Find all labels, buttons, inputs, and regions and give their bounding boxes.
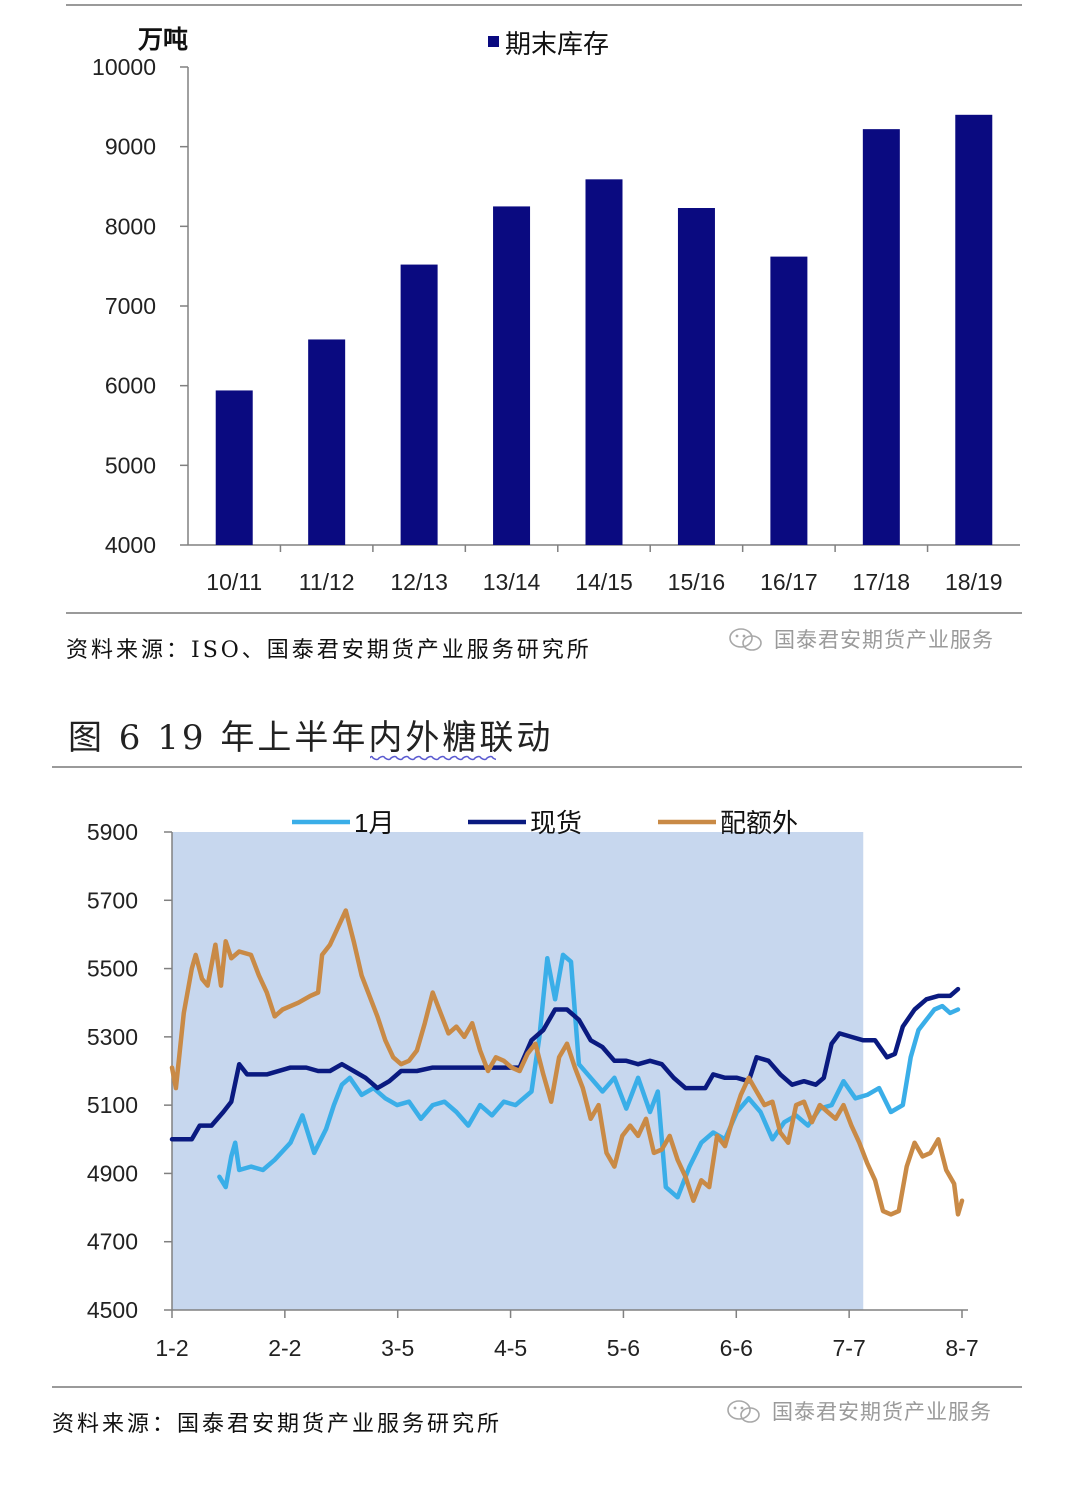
x-tick-label: 8-7 xyxy=(945,1335,978,1361)
legend-label-1: 现货 xyxy=(530,808,582,838)
bar-17-18 xyxy=(862,129,900,545)
wechat-icon xyxy=(727,1400,760,1423)
x-tick-label: 12/13 xyxy=(390,569,448,595)
legend-swatch xyxy=(488,36,499,47)
chart1-bottom-rule xyxy=(66,612,1022,614)
legend-label-0: 1月 xyxy=(354,808,394,838)
figure-6-title: 图 6 19 年上半年内外糖联动 xyxy=(68,718,554,758)
x-tick-label: 15/16 xyxy=(668,569,726,595)
series-line-0 xyxy=(217,952,961,1200)
x-tick-label: 3-5 xyxy=(381,1335,414,1361)
bar-18-19 xyxy=(955,114,993,546)
series-line-1 xyxy=(169,986,961,1142)
x-tick-label: 1-2 xyxy=(155,1335,188,1361)
y-tick-label: 4000 xyxy=(105,532,156,558)
y-tick-label: 9000 xyxy=(105,134,156,160)
y-tick-label: 8000 xyxy=(105,213,156,239)
y-tick-label: 5300 xyxy=(87,1024,138,1050)
x-tick-label: 6-6 xyxy=(720,1335,753,1361)
bar-12-13 xyxy=(400,264,438,545)
spellcheck-underline xyxy=(370,755,496,761)
y-unit-label: 万吨 xyxy=(138,26,188,54)
y-tick-label: 4500 xyxy=(87,1297,138,1323)
x-tick-label: 18/19 xyxy=(945,569,1003,595)
y-tick-label: 7000 xyxy=(105,293,156,319)
y-tick-label: 4700 xyxy=(87,1229,138,1255)
source-note-2: 资料来源：国泰君安期货产业服务研究所 xyxy=(52,1412,503,1437)
bar-15-16 xyxy=(677,208,715,545)
series-line-2 xyxy=(169,908,965,1217)
bar-13-14 xyxy=(493,206,531,545)
x-tick-label: 5-6 xyxy=(607,1335,640,1361)
y-tick-label: 5500 xyxy=(87,956,138,982)
bar-10-11 xyxy=(215,390,253,545)
legend-label-2: 配额外 xyxy=(720,808,798,838)
x-tick-label: 2-2 xyxy=(268,1335,301,1361)
x-tick-label: 16/17 xyxy=(760,569,818,595)
y-tick-label: 6000 xyxy=(105,373,156,399)
x-tick-label: 4-5 xyxy=(494,1335,527,1361)
x-tick-label: 17/18 xyxy=(853,569,911,595)
bar-14-15 xyxy=(585,179,623,545)
bar-16-17 xyxy=(770,256,808,545)
legend-label: 期末库存 xyxy=(505,29,609,59)
watermark-1: 国泰君安期货产业服务 xyxy=(774,628,994,652)
wechat-icon xyxy=(729,628,762,651)
y-tick-label: 5700 xyxy=(87,887,138,913)
y-tick-label: 5100 xyxy=(87,1092,138,1118)
y-tick-label: 5000 xyxy=(105,452,156,478)
top-rule xyxy=(66,4,1022,6)
figure-6-rule xyxy=(52,766,1022,768)
x-tick-label: 10/11 xyxy=(206,569,262,595)
bar-11-12 xyxy=(308,339,346,545)
watermark-2: 国泰君安期货产业服务 xyxy=(772,1400,992,1424)
y-tick-label: 4900 xyxy=(87,1160,138,1186)
y-tick-label: 10000 xyxy=(92,54,156,80)
chart2-bottom-rule xyxy=(52,1386,1022,1388)
x-tick-label: 7-7 xyxy=(833,1335,866,1361)
y-tick-label: 5900 xyxy=(87,819,138,845)
x-tick-label: 13/14 xyxy=(483,569,541,595)
line-chart-sugar-prices: 4500 4700 4900 5100 5300 5500 5700 5900 1-2 2-2 3-… xyxy=(87,808,979,1361)
source-note-1: 资料来源：ISO、国泰君安期货产业服务研究所 xyxy=(66,638,592,663)
x-tick-label: 14/15 xyxy=(575,569,633,595)
x-tick-label: 11/12 xyxy=(299,569,355,595)
